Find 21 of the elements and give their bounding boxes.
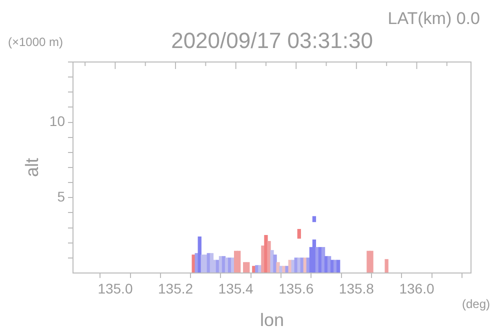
text: (×1000 m) <box>8 35 64 49</box>
chart-subtitle: LAT(km) 0.0 <box>388 9 480 28</box>
y-tick-label: 10 <box>49 113 66 130</box>
bar <box>236 250 241 273</box>
x-tick-label: 135.0 <box>98 280 133 296</box>
x-axis-title: lon <box>260 310 284 330</box>
text: (deg) <box>462 297 490 311</box>
x-tick-label: 135.6 <box>278 280 314 296</box>
y-axis-title: alt <box>22 158 42 178</box>
x-tick-label: 135.2 <box>158 280 194 296</box>
x-tick-label: 135.4 <box>218 280 254 296</box>
chart-title: 2020/09/17 03:31:30 <box>171 28 373 53</box>
bar <box>370 250 374 273</box>
bar <box>297 228 301 239</box>
bar <box>312 216 316 222</box>
x-tick-label: 136.0 <box>399 280 434 296</box>
x-tick-label: 135.8 <box>338 280 374 296</box>
bar <box>384 259 388 273</box>
y-tick-label: 5 <box>57 188 66 204</box>
bar <box>273 254 277 273</box>
bar <box>246 262 250 273</box>
